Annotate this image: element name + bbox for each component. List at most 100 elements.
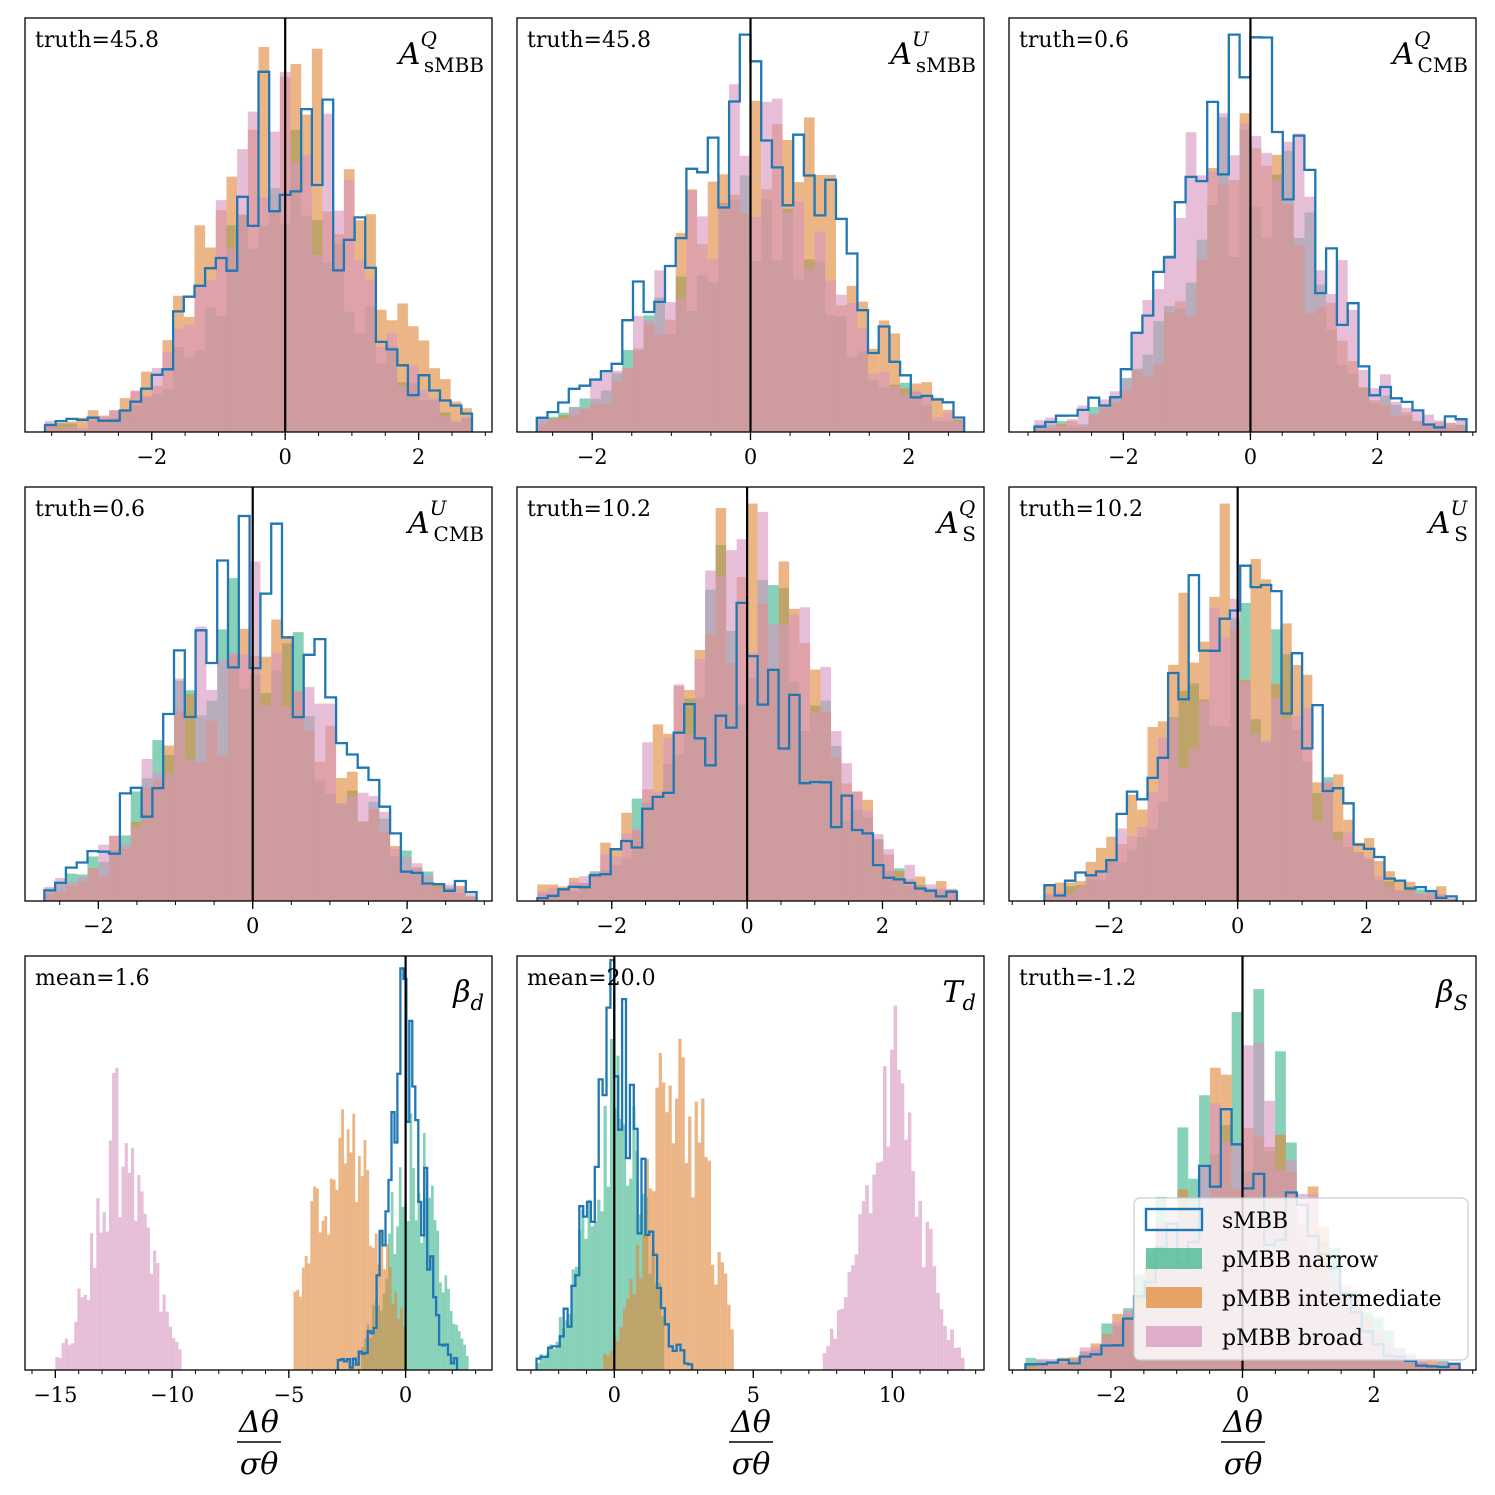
hist-bar: [873, 834, 884, 901]
hist-bar: [162, 1294, 166, 1370]
hist-bar: [228, 652, 239, 901]
hist-bar: [401, 1206, 405, 1370]
hist-bar: [846, 302, 858, 432]
hist-bar: [675, 299, 687, 432]
hist-bar: [422, 875, 434, 901]
hist-bar: [707, 1160, 711, 1370]
hist-bar: [439, 1282, 442, 1370]
panel-1: −2 0 2 truth=45.8 AQ sMBB: [24, 17, 493, 469]
hist-bar: [292, 691, 304, 901]
hist-bar: [455, 1324, 458, 1370]
series-pmbb-broad: [1044, 598, 1457, 901]
xlabel-col-3: Δθ σθ: [1221, 1405, 1265, 1482]
hist-bar: [609, 1038, 614, 1370]
hist-bar: [184, 759, 196, 901]
hist-bar: [354, 260, 366, 432]
hist-bar: [375, 346, 387, 432]
hist-bar: [119, 410, 131, 432]
hist-bar: [307, 1263, 311, 1370]
x-tick-label: 0: [399, 1383, 412, 1407]
hist-bar: [1065, 893, 1076, 901]
hist-bar: [175, 1341, 179, 1370]
hist-bar: [590, 1226, 594, 1370]
panel-frame: [24, 17, 493, 433]
series-smbb: [1043, 564, 1458, 901]
hist-bar: [322, 113, 334, 432]
hist-bar: [303, 687, 315, 901]
hist-bar: [1380, 374, 1391, 432]
hist-bar: [417, 1192, 421, 1370]
hist-bar: [1126, 836, 1138, 901]
hist-bar: [58, 1358, 62, 1370]
hist-bar: [383, 1269, 386, 1370]
plot-area: [1043, 503, 1458, 901]
hist-bar: [311, 254, 323, 432]
legend-swatch-narrow: [1146, 1248, 1202, 1269]
hist-bar: [379, 811, 391, 901]
hist-bar: [61, 1343, 65, 1370]
hist-bar: [1347, 309, 1359, 432]
hist-bar: [681, 1057, 685, 1370]
x-tick-label: −2: [1108, 445, 1139, 469]
x-tick-label: 5: [747, 1383, 760, 1407]
hist-bar: [457, 1331, 461, 1370]
hist-bar: [1412, 409, 1424, 432]
hist-bar: [950, 1329, 954, 1370]
legend-label-narrow: pMBB narrow: [1222, 1248, 1379, 1273]
hist-bar: [357, 1156, 361, 1370]
xlabel-numerator: Δθ: [730, 1405, 771, 1440]
hist-bar: [454, 887, 466, 901]
smbb-step-line: [1043, 564, 1458, 901]
smbb-step-line: [336, 967, 459, 1370]
hist-bar: [425, 1198, 429, 1370]
hist-bar: [844, 1297, 848, 1370]
plot-area: [535, 33, 966, 432]
hist-bar: [747, 653, 758, 901]
hist-bar: [64, 1338, 68, 1370]
x-tick-label: −2: [596, 914, 627, 938]
hist-bar: [893, 877, 905, 901]
hist-bar: [932, 1266, 937, 1370]
panel-annotation: truth=45.8: [527, 28, 651, 53]
hist-bar: [629, 1178, 633, 1370]
hist-bar: [1185, 132, 1197, 432]
hist-bar: [146, 1227, 150, 1370]
panel-3: −2 0 2 truth=0.6 AQ CMB: [1008, 17, 1477, 469]
x-tick-label: 2: [902, 445, 915, 469]
plot-area: [1033, 33, 1468, 432]
x-tick-label: 0: [608, 1383, 621, 1407]
hist-bar: [388, 1266, 392, 1370]
panel-annotation: truth=10.2: [527, 497, 651, 522]
hist-bar: [724, 1273, 728, 1370]
hist-bar: [423, 1132, 426, 1370]
hist-bar: [697, 1142, 702, 1370]
hist-bar: [1188, 748, 1200, 901]
hist-bar: [537, 891, 548, 901]
hist-bar: [397, 386, 408, 432]
hist-bar: [183, 324, 195, 432]
hist-bar: [112, 1072, 116, 1370]
hist-bar: [1260, 579, 1272, 901]
hist-bar: [727, 1304, 731, 1370]
hist-bar: [1157, 737, 1169, 901]
hist-bar: [675, 1098, 679, 1370]
hist-bar: [829, 1328, 834, 1370]
hist-bar: [890, 1049, 894, 1370]
hist-bar: [673, 684, 685, 901]
hist-bar: [1075, 887, 1086, 901]
hist-bar: [124, 1143, 128, 1370]
hist-bar: [402, 1326, 406, 1370]
plot-area: [536, 503, 959, 901]
hist-bar: [642, 742, 653, 901]
hist-bar: [632, 315, 644, 432]
hist-bar: [851, 1265, 855, 1370]
hist-bar: [571, 1269, 575, 1370]
hist-bar: [761, 101, 772, 432]
x-tick-label: −2: [83, 914, 114, 938]
hist-bar: [452, 1323, 456, 1370]
hist-bar: [1271, 698, 1282, 901]
series-smbb: [535, 958, 694, 1370]
hist-bar: [862, 810, 873, 901]
hist-bar: [1101, 1336, 1113, 1370]
hist-bar: [590, 378, 601, 432]
